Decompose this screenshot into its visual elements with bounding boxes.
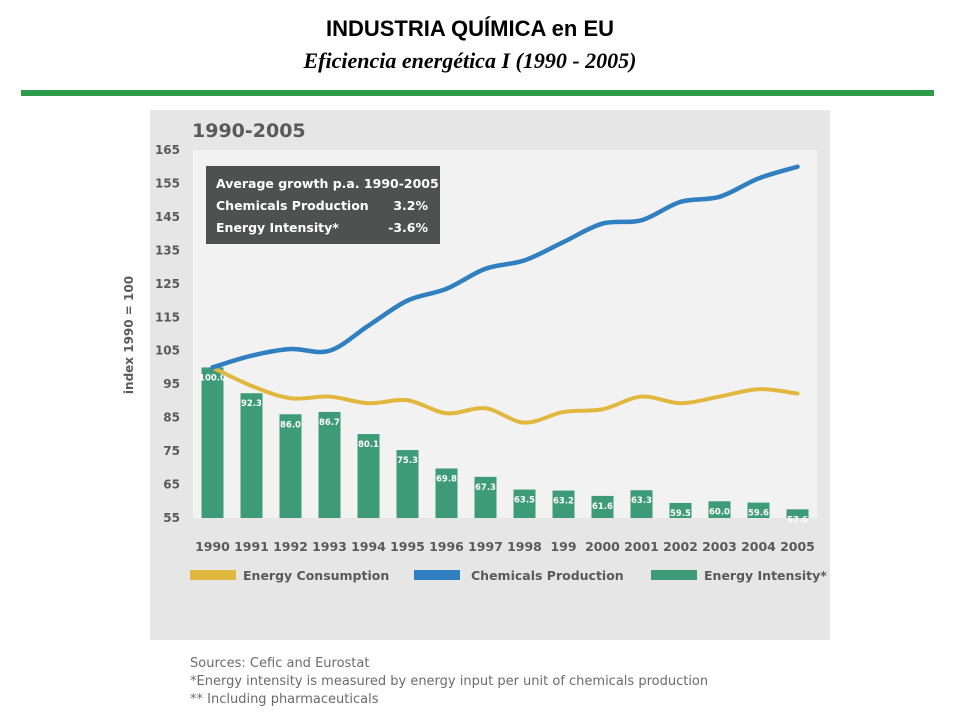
legend-label-chemicals-production: Chemicals Production <box>471 568 624 583</box>
bar-energy-intensity <box>591 495 614 518</box>
bar-energy-intensity <box>708 501 731 518</box>
bar-data-label: 100.0 <box>199 373 226 383</box>
bar-data-label: 63.5 <box>514 496 535 506</box>
bar-energy-intensity <box>357 434 380 518</box>
bar-data-label: 75.3 <box>397 456 418 466</box>
legend-label-energy-consumption: Energy Consumption <box>243 568 389 583</box>
bar-energy-intensity <box>435 468 458 518</box>
y-tick-label: 75 <box>163 444 180 458</box>
bar-data-label: 69.8 <box>436 474 457 484</box>
bar-energy-intensity <box>630 490 653 518</box>
legend-swatch-chemicals-production <box>414 570 460 580</box>
y-tick-label: 165 <box>155 143 180 157</box>
x-tick-label: 1994 <box>351 539 386 554</box>
y-tick-label: 125 <box>155 277 180 291</box>
y-tick-label: 155 <box>155 176 180 190</box>
bar-data-label: 63.3 <box>631 496 652 506</box>
x-tick-label: 2000 <box>585 539 620 554</box>
x-tick-label: 2004 <box>741 539 776 554</box>
x-tick-label: 1992 <box>273 539 308 554</box>
bar-data-label: 67.3 <box>475 483 496 493</box>
footnote-pharmaceuticals: ** Including pharmaceuticals <box>190 692 379 707</box>
bar-data-label: 63.2 <box>553 497 574 507</box>
x-tick-label: 2001 <box>624 539 659 554</box>
bar-data-label: 59.6 <box>748 509 769 519</box>
x-tick-label: 1991 <box>234 539 269 554</box>
x-tick-label: 199 <box>550 539 576 554</box>
bar-energy-intensity <box>318 411 341 518</box>
x-tick-label: 1997 <box>468 539 503 554</box>
line-chemicals-production <box>210 164 800 370</box>
bar-energy-intensity <box>513 489 536 518</box>
legend-swatch-energy-intensity <box>651 570 697 580</box>
sources-line: Sources: Cefic and Eurostat <box>190 656 370 671</box>
bar-energy-intensity <box>552 490 575 518</box>
bar-data-label: 57.6 <box>787 515 808 525</box>
bar-energy-intensity <box>396 450 419 518</box>
bar-energy-intensity <box>201 367 224 518</box>
bar-data-label: 61.6 <box>592 502 613 512</box>
footnote-energy-intensity: *Energy intensity is measured by energy … <box>190 674 709 689</box>
bar-data-label: 60.0 <box>709 507 730 517</box>
x-tick-label: 2003 <box>702 539 737 554</box>
y-tick-label: 135 <box>155 243 180 257</box>
legend-swatch-energy-consumption <box>190 570 236 580</box>
x-tick-label: 1995 <box>390 539 425 554</box>
bar-energy-intensity <box>240 393 263 518</box>
bar-energy-intensity <box>669 502 692 518</box>
slide-subtitle: Eficiencia energética I (1990 - 2005) <box>303 48 637 73</box>
bar-energy-intensity <box>474 476 497 518</box>
x-tick-label: 2002 <box>663 539 698 554</box>
title-divider <box>21 90 934 96</box>
bar-energy-intensity <box>747 502 770 518</box>
bar-data-label: 86.0 <box>280 420 301 430</box>
y-axis-label: index 1990 = 100 <box>122 276 136 394</box>
x-tick-label: 2005 <box>780 539 815 554</box>
bar-data-label: 92.3 <box>241 399 262 409</box>
chart-title: 1990-2005 <box>192 120 306 142</box>
x-tick-label: 1990 <box>195 539 230 554</box>
x-tick-label: 1993 <box>312 539 347 554</box>
y-tick-label: 95 <box>163 377 180 391</box>
infobox-row-label: Chemicals Production <box>216 198 369 213</box>
y-tick-label: 105 <box>155 344 180 358</box>
infobox-row-value: 3.2% <box>393 198 428 213</box>
infobox-background <box>206 166 440 244</box>
legend-label-energy-intensity: Energy Intensity* <box>704 568 827 583</box>
infobox-heading: Average growth p.a. 1990-2005 <box>216 176 439 191</box>
infobox-row-label: Energy Intensity* <box>216 220 339 235</box>
y-tick-label: 65 <box>163 478 180 492</box>
sources-note: Sources: Cefic and Eurostat *Energy inte… <box>190 655 708 709</box>
x-tick-label: 1998 <box>507 539 542 554</box>
bar-data-label: 80.1 <box>358 440 379 450</box>
y-tick-label: 145 <box>155 210 180 224</box>
line-energy-consumption <box>210 365 800 425</box>
y-tick-label: 115 <box>155 310 180 324</box>
infobox-row-value: -3.6% <box>388 220 428 235</box>
bar-energy-intensity <box>786 509 809 518</box>
infobox: Average growth p.a. 1990-2005 Chemicals … <box>206 166 440 244</box>
legend: Energy Consumption Chemicals Production … <box>190 568 827 583</box>
bar-energy-intensity <box>279 414 302 518</box>
bar-data-label: 86.7 <box>319 418 340 428</box>
x-tick-label: 1996 <box>429 539 464 554</box>
bar-data-label: 59.5 <box>670 509 691 519</box>
slide-title: INDUSTRIA QUÍMICA en EU <box>325 16 615 41</box>
y-tick-label: 55 <box>163 511 180 525</box>
y-tick-label: 85 <box>163 411 180 425</box>
